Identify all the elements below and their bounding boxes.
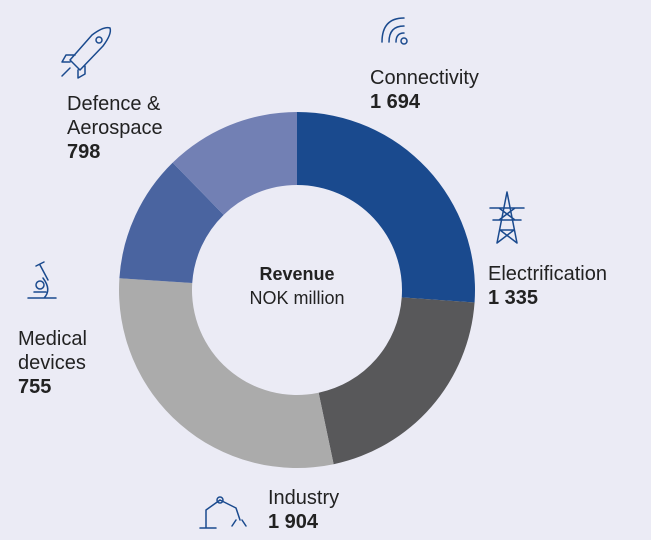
donut-segment [119,278,334,469]
value-label: 1 904 [268,511,319,533]
segment-label: Connectivity 1 694 [370,66,550,114]
center-label: Revenue NOK million [197,262,397,310]
icon-rocket [61,26,112,79]
value-label: 798 [67,141,101,163]
icon-robot-arm [199,496,247,529]
category-label: Medical devices [18,328,87,374]
donut-segment [318,297,475,465]
segment-label: Medical devices 755 [18,327,118,399]
category-label: Industry [268,487,340,509]
donut-segment [297,112,476,303]
value-label: 1 335 [488,287,539,309]
category-label: Defence & Aerospace [67,93,163,139]
icon-signal [381,17,408,45]
segment-label: Electrification 1 335 [488,262,648,310]
segment-label: Defence & Aerospace 798 [67,92,197,164]
value-label: 1 694 [370,91,421,113]
icon-pylon [489,191,525,244]
chart-title: Revenue [259,264,335,284]
donut-segment [119,162,224,284]
icon-microscope [27,261,57,299]
chart-subtitle: NOK million [249,288,345,308]
donut-segment [172,111,297,215]
value-label: 755 [18,376,52,398]
segment-label: Industry 1 904 [268,486,428,534]
category-label: Connectivity [370,67,479,89]
category-label: Electrification [488,263,607,285]
